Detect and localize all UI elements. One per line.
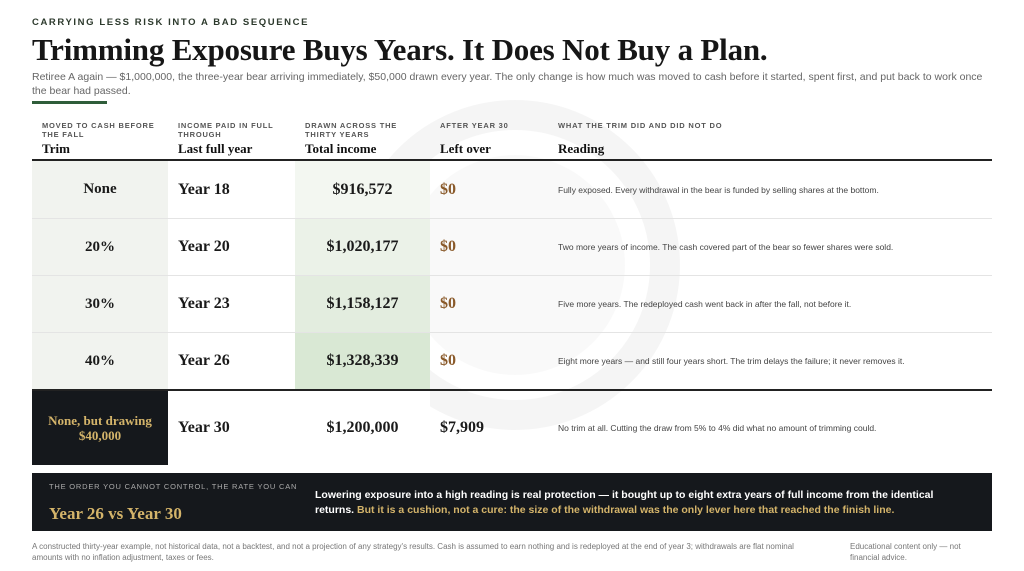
column-heading: Total income <box>305 141 377 156</box>
row-divider <box>32 218 992 219</box>
table-cell: $1,200,000 <box>295 391 430 465</box>
table-cell: Year 18 <box>178 180 230 198</box>
column-label: MOVED TO CASH BEFORE THE FALL <box>42 121 155 139</box>
callout-text-part: of full income from the identical return… <box>315 489 934 516</box>
header-rule <box>32 159 992 161</box>
table-cell: Year 26 <box>178 352 230 369</box>
table-cell: $0 <box>440 295 456 312</box>
table-cell: None <box>32 161 168 218</box>
callout-text-part: Lowering exposure into a high reading is… <box>315 489 689 501</box>
column-label: WHAT THE TRIM DID AND DID NOT DO <box>558 121 723 130</box>
callout-text-gold: But it is a cushion, not a cure: the siz… <box>357 504 895 516</box>
disclaimer: Educational content only — not financial… <box>850 542 961 562</box>
accent-rule <box>32 101 107 104</box>
callout: THE ORDER YOU CANNOT CONTROL, THE RATE Y… <box>32 473 992 531</box>
table-cell: $916,572 <box>295 161 430 218</box>
table-cell: $0 <box>440 180 456 198</box>
kicker: CARRYING LESS RISK INTO A BAD SEQUENCE <box>32 17 310 28</box>
table-cell: 30% <box>32 276 168 332</box>
table-cell: 20% <box>32 219 168 275</box>
reading-cell: Five more years. The redeployed cash wen… <box>558 299 852 309</box>
column-label: INCOME PAID IN FULL THROUGH <box>178 121 274 139</box>
table-cell: Year 20 <box>178 238 230 255</box>
row-divider <box>32 332 992 333</box>
row-divider <box>32 389 992 391</box>
row-divider <box>32 275 992 276</box>
callout-text: Lowering exposure into a high reading is… <box>315 488 975 518</box>
reading-cell: Fully exposed. Every withdrawal in the b… <box>558 184 879 195</box>
column-heading: Left over <box>440 141 491 156</box>
table-cell: 40% <box>32 333 168 389</box>
column-heading: Reading <box>558 141 605 156</box>
table-cell: $1,328,339 <box>295 333 430 389</box>
footnote: A constructed thirty-year example, not h… <box>32 542 794 562</box>
callout-label: THE ORDER YOU CANNOT CONTROL, THE RATE Y… <box>49 482 298 491</box>
subtitle: Retiree A again — $1,000,000, the three-… <box>32 71 983 97</box>
title: Trimming Exposure Buys Years. It Does No… <box>32 32 768 67</box>
table-cell: Year 30 <box>178 419 230 436</box>
table-cell: $1,020,177 <box>295 219 430 275</box>
table-cell: None, but drawing $40,000 <box>32 391 168 465</box>
column-heading: Last full year <box>178 141 253 156</box>
table-cell: Year 23 <box>178 295 230 312</box>
reading-cell: No trim at all. Cutting the draw from 5%… <box>558 423 877 433</box>
table-cell: $0 <box>440 238 456 255</box>
callout-highlight: Year 26 vs Year 30 <box>49 504 182 523</box>
callout-text-emphasis: eight extra years <box>688 489 772 501</box>
column-label: AFTER YEAR 30 <box>440 121 509 130</box>
column-heading: Trim <box>42 141 70 156</box>
column-label: DRAWN ACROSS THE THIRTY YEARS <box>305 121 398 139</box>
table-cell: $1,158,127 <box>295 276 430 332</box>
reading-cell: Two more years of income. The cash cover… <box>558 242 894 252</box>
table-cell: $0 <box>440 352 456 369</box>
reading-cell: Eight more years — and still four years … <box>558 356 905 366</box>
table-cell: $7,909 <box>440 419 484 436</box>
